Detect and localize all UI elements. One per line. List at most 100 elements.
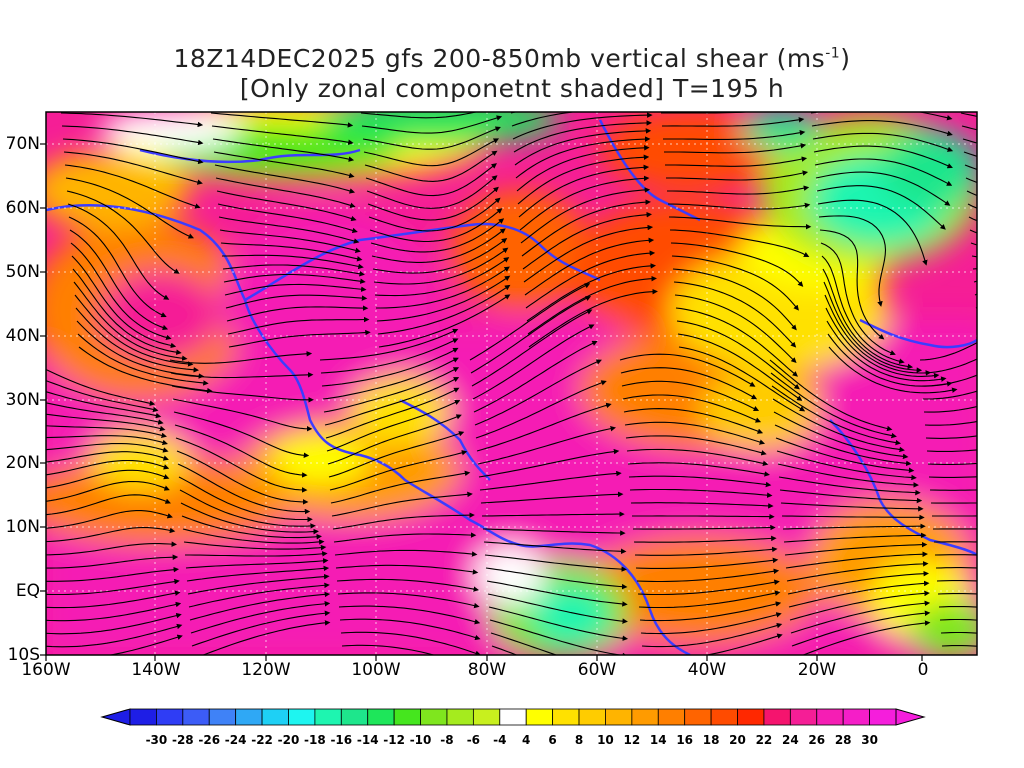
- colorbar-swatch: [816, 708, 844, 726]
- streamline: [224, 283, 367, 296]
- streamline: [930, 502, 977, 504]
- lon-label: 140W: [131, 660, 181, 680]
- streamline: [211, 125, 354, 145]
- streamline: [470, 296, 592, 374]
- streamline: [334, 549, 478, 557]
- streamline: [331, 491, 473, 517]
- streamline: [662, 117, 805, 127]
- streamline: [626, 448, 769, 467]
- lat-label: 60N: [5, 198, 40, 218]
- streamline: [46, 435, 168, 446]
- streamline: [376, 266, 510, 309]
- streamline: [46, 612, 182, 635]
- streamline: [176, 450, 309, 505]
- streamline: [335, 564, 479, 575]
- streamline: [780, 502, 924, 512]
- streamline: [70, 242, 172, 341]
- colorbar-swatch: [261, 708, 289, 726]
- colorbar-label: 4: [522, 733, 531, 747]
- colorbar-label: 6: [548, 733, 557, 747]
- streamline: [220, 242, 363, 262]
- streamline: [517, 154, 650, 205]
- streamline: [217, 203, 358, 234]
- streamline: [320, 338, 459, 374]
- colorbar-swatch: [842, 708, 870, 726]
- streamline: [46, 413, 166, 432]
- streamline: [976, 320, 977, 321]
- colorbar: [100, 708, 926, 726]
- streamline: [641, 622, 783, 648]
- streamline: [341, 644, 436, 655]
- streamline: [638, 590, 781, 609]
- streamline: [77, 333, 209, 386]
- streamline: [775, 437, 915, 474]
- streamline: [973, 280, 977, 283]
- streamline: [63, 151, 203, 185]
- streamline: [935, 567, 977, 569]
- streamline: [46, 368, 156, 406]
- streamline: [476, 402, 612, 452]
- streamline: [482, 528, 626, 536]
- colorbar-swatch: [420, 708, 448, 726]
- colorbar-swatch: [499, 708, 527, 726]
- streamline: [60, 100, 200, 107]
- streamline: [78, 346, 213, 394]
- streamline: [932, 515, 977, 517]
- streamline: [175, 437, 308, 493]
- streamline: [337, 592, 480, 609]
- streamline: [664, 143, 807, 154]
- colorbar-swatch: [684, 708, 712, 726]
- streamline: [940, 631, 977, 634]
- streamline: [636, 568, 780, 583]
- colorbar-swatch: [631, 708, 659, 726]
- streamline: [182, 528, 325, 545]
- streamline: [801, 620, 931, 655]
- streamline: [938, 605, 977, 608]
- streamline: [169, 351, 313, 364]
- streamline: [790, 600, 931, 634]
- lat-label: 10S: [7, 645, 40, 665]
- streamline: [181, 515, 323, 540]
- streamline: [472, 324, 595, 400]
- streamline: [185, 551, 328, 557]
- streamline: [971, 255, 977, 258]
- colorbar-swatch: [710, 708, 738, 726]
- streamline: [67, 203, 170, 300]
- streamline: [479, 470, 622, 491]
- streamline: [324, 377, 460, 426]
- streamline: [487, 593, 628, 624]
- streamline: [212, 138, 355, 162]
- streamline: [811, 120, 953, 137]
- axis-ticks: [40, 143, 923, 661]
- streamline: [485, 567, 628, 590]
- streamline: [673, 281, 797, 348]
- colorbar-label: -14: [356, 733, 379, 747]
- streamline: [828, 346, 958, 394]
- streamline: [46, 402, 164, 425]
- streamline: [769, 359, 893, 432]
- colorbar-label: 28: [834, 733, 852, 747]
- streamline: [491, 645, 519, 655]
- streamline: [219, 229, 361, 254]
- streamline: [481, 511, 625, 517]
- streamline: [678, 346, 806, 412]
- streamline: [62, 138, 204, 165]
- lon-label: 160W: [21, 660, 71, 680]
- streamline: [46, 451, 169, 463]
- colorbar-label: -26: [198, 733, 221, 747]
- streamline: [779, 489, 923, 504]
- streamline: [322, 357, 459, 400]
- streamline: [666, 170, 809, 181]
- streamline: [69, 229, 169, 331]
- streamline: [46, 480, 170, 502]
- streamline: [934, 554, 977, 556]
- colorbar-swatch: [182, 708, 210, 726]
- streamline: [363, 138, 500, 167]
- colorbar-swatch: [340, 708, 369, 726]
- streamline: [814, 158, 953, 186]
- colorbar-label: -6: [466, 733, 481, 747]
- colorbar-label: -16: [330, 733, 353, 747]
- streamline: [675, 307, 798, 377]
- streamline: [369, 208, 503, 243]
